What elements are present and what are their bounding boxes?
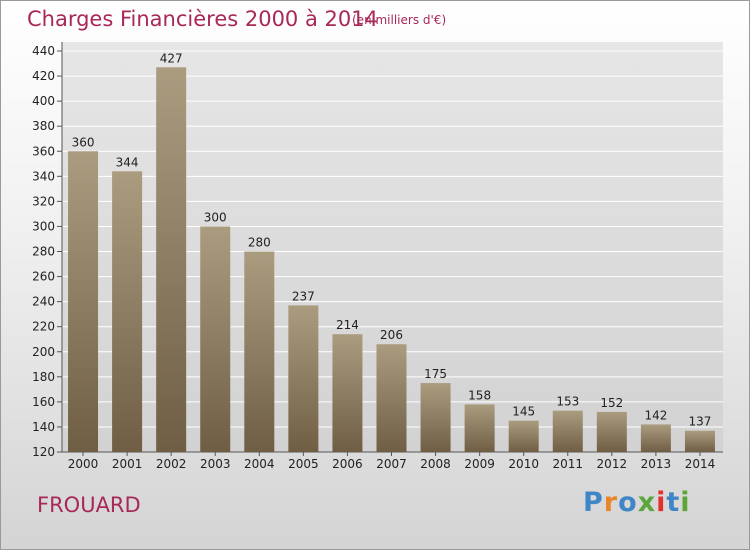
- y-tick-label: 400: [32, 94, 55, 108]
- data-label-2002: 427: [160, 51, 183, 65]
- bar-layer: 360 344 427 300 280 237 214 206 175 158 145 153 152 1…: [68, 51, 715, 453]
- bar-2005: [288, 305, 319, 452]
- x-tick-label: 2009: [464, 457, 495, 471]
- bar-2007: [376, 344, 407, 452]
- y-tick-label: 380: [32, 119, 55, 133]
- y-tick-label: 440: [32, 44, 55, 58]
- bar-2004: [244, 251, 275, 452]
- data-label-2012: 152: [600, 396, 623, 410]
- data-label-2007: 206: [380, 328, 403, 342]
- x-tick-label: 2008: [420, 457, 451, 471]
- y-tick-label: 320: [32, 194, 55, 208]
- data-label-2014: 137: [689, 415, 712, 429]
- x-tick-label: 2012: [597, 457, 628, 471]
- y-tick-label: 160: [32, 395, 55, 409]
- x-tick-label: 2000: [68, 457, 99, 471]
- logo-letter: i: [656, 487, 667, 518]
- bar-2001: [112, 171, 143, 453]
- x-tick-label: 2010: [508, 457, 539, 471]
- x-tick-label: 2003: [200, 457, 231, 471]
- bar-2012: [596, 411, 627, 452]
- y-tick-label: 240: [32, 295, 55, 309]
- logo-letter: x: [637, 487, 657, 518]
- data-label-2009: 158: [468, 388, 491, 402]
- chart-title: Charges Financières 2000 à 2014: [27, 7, 378, 31]
- y-tick-label: 220: [32, 320, 55, 334]
- bar-2009: [464, 404, 495, 452]
- bar-2010: [508, 420, 539, 452]
- x-tick-label: 2011: [552, 457, 583, 471]
- y-tick-label: 340: [32, 169, 55, 183]
- x-tick-label: 2004: [244, 457, 275, 471]
- y-tick-label: 140: [32, 420, 55, 434]
- data-label-2011: 153: [556, 395, 579, 409]
- bar-2003: [200, 226, 231, 452]
- y-tick-label: 300: [32, 219, 55, 233]
- logo-letter: r: [603, 487, 619, 518]
- data-label-2013: 142: [644, 408, 667, 422]
- bar-2011: [552, 410, 583, 452]
- x-tick-label: 2007: [376, 457, 407, 471]
- x-tick-label: 2005: [288, 457, 319, 471]
- y-tick-label: 180: [32, 370, 55, 384]
- x-tick-label: 2014: [685, 457, 716, 471]
- x-tick-label: 2002: [156, 457, 187, 471]
- y-tick-label: 420: [32, 69, 55, 83]
- data-label-2010: 145: [512, 405, 535, 419]
- x-tick-label: 2001: [112, 457, 143, 471]
- data-label-2000: 360: [72, 135, 95, 149]
- data-label-2005: 237: [292, 289, 315, 303]
- city-name: FROUARD: [37, 493, 141, 517]
- logo-letter: o: [618, 487, 638, 518]
- logo-letter: t: [666, 487, 681, 518]
- y-tick-label: 120: [32, 445, 55, 459]
- logo-letter: i: [680, 487, 691, 518]
- bar-2014: [684, 430, 715, 452]
- bar-2008: [420, 383, 451, 452]
- y-tick-label: 360: [32, 144, 55, 158]
- proxiti-logo: Proxiti: [583, 487, 691, 518]
- x-tick-label: 2006: [332, 457, 363, 471]
- data-label-2003: 300: [204, 210, 227, 224]
- data-label-2008: 175: [424, 367, 447, 381]
- data-label-2004: 280: [248, 236, 271, 250]
- bar-2006: [332, 334, 363, 452]
- y-tick-label: 280: [32, 245, 55, 259]
- bar-2002: [156, 67, 187, 453]
- y-tick-label: 260: [32, 270, 55, 284]
- x-tick-label: 2013: [641, 457, 672, 471]
- logo-letter: P: [583, 487, 604, 518]
- y-tick-label: 200: [32, 345, 55, 359]
- bar-2013: [640, 424, 671, 452]
- chart-subtitle: (en milliers d'€): [352, 13, 447, 27]
- axis-layer: 1201401601802002202402602803003203403603…: [32, 42, 723, 471]
- bar-2000: [68, 151, 99, 452]
- data-label-2001: 344: [116, 155, 139, 169]
- data-label-2006: 214: [336, 318, 359, 332]
